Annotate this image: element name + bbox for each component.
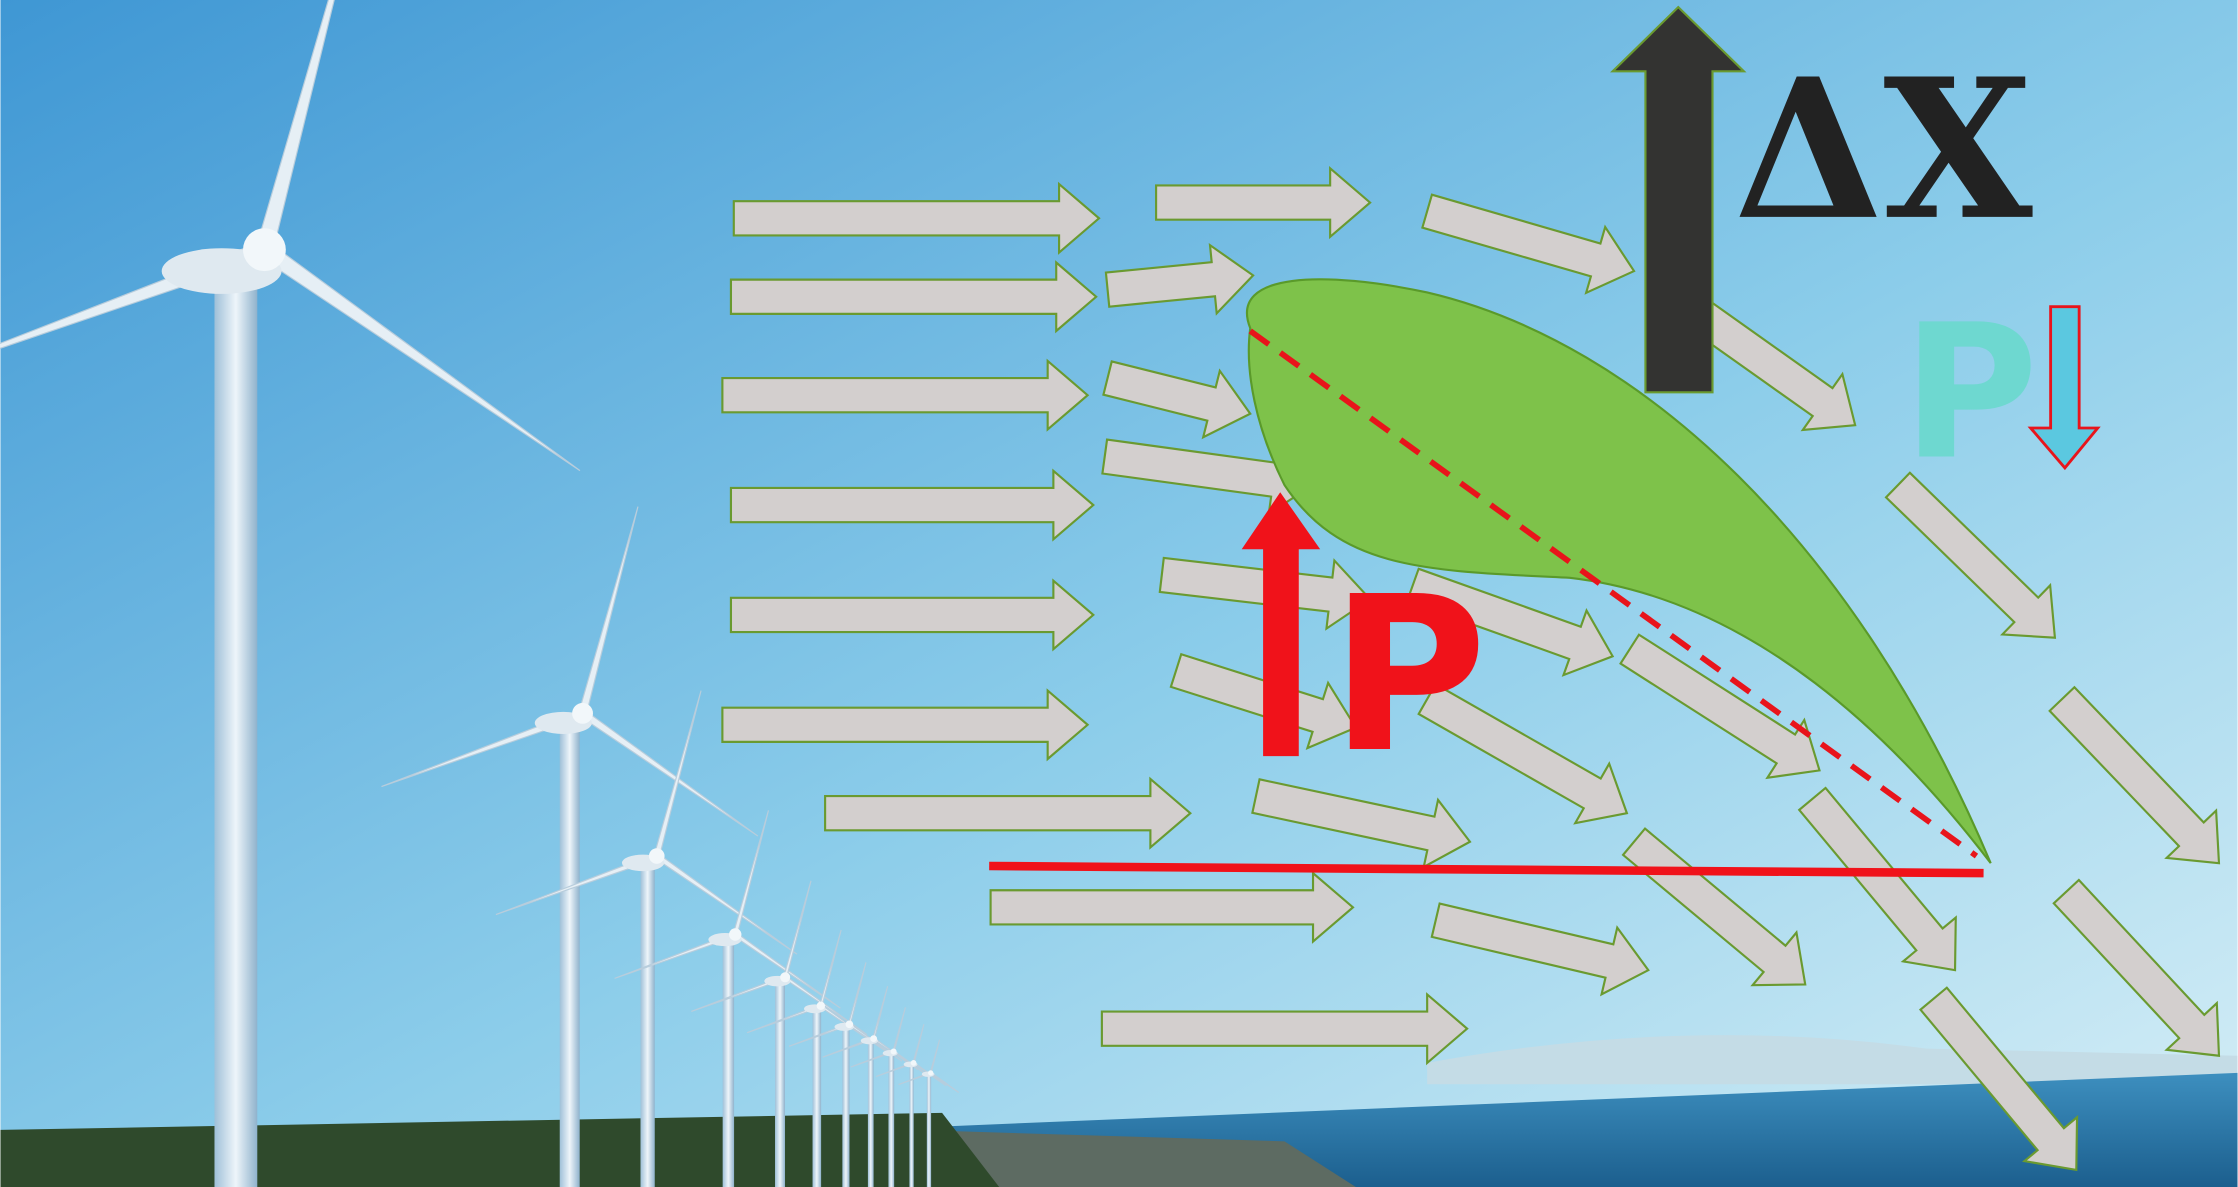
turbine-tower (888, 1051, 895, 1187)
turbine-tower (640, 856, 655, 1187)
turbine-tower (812, 1005, 822, 1187)
airflow-arrow (1251, 778, 1472, 869)
airflow-arrow (729, 578, 1095, 652)
airflow-arrow (989, 870, 1355, 944)
pressure-drop-arrow (2027, 305, 2101, 471)
turbine-hub (780, 972, 791, 983)
turbine-hub (870, 1035, 878, 1043)
turbine-tower (867, 1038, 874, 1187)
airflow-arrow (729, 468, 1095, 542)
airflow-arrow (1102, 360, 1252, 440)
lift-arrow (1241, 492, 1321, 757)
beach (913, 1129, 1356, 1187)
airflow-arrow (1918, 986, 2079, 1172)
airflow-arrow (1430, 902, 1650, 997)
airflow-arrow (1104, 242, 1255, 316)
airflow-arrow (732, 181, 1101, 255)
turbine-tower (842, 1024, 850, 1187)
turbine-hub (928, 1070, 934, 1076)
airfoil (1246, 278, 1992, 864)
airflow-arrow (1797, 786, 1957, 972)
airflow-arrow (1405, 567, 1615, 677)
distant-hills (1427, 1035, 2238, 1085)
airflow-arrows (721, 166, 2221, 1172)
airflow-arrow (1417, 682, 1629, 825)
low-pressure-label: P (1902, 285, 2038, 501)
high-pressure-label: P (1330, 551, 1487, 800)
turbine-hub (816, 1001, 826, 1011)
airflow-arrow (1155, 166, 1372, 240)
turbine-tower (559, 713, 580, 1187)
turbine-hub (890, 1048, 897, 1055)
turbine-tower (214, 249, 258, 1187)
airflow-arrow (1884, 471, 2057, 639)
turbine-tower (722, 934, 735, 1187)
chord-line (1248, 328, 1979, 859)
displacement-arrow (1610, 5, 1747, 394)
turbine-hub (243, 228, 286, 272)
turbine-hub (729, 928, 742, 941)
airflow-arrow (2048, 685, 2221, 865)
reference-line (989, 861, 1984, 878)
turbine-hub (572, 702, 593, 724)
airflow-arrow (1619, 633, 1821, 780)
airflow-arrow (721, 688, 1090, 762)
turbine-tower (909, 1062, 914, 1187)
turbine-hub (648, 848, 665, 864)
turbine-tower (926, 1072, 932, 1187)
turbine-hub (845, 1020, 854, 1029)
turbine-tower (775, 977, 786, 1187)
airflow-arrow (1421, 193, 1636, 295)
wind-turbines (0, 0, 960, 1187)
airflow-arrow (2052, 878, 2221, 1057)
airflow-arrow (1100, 992, 1469, 1066)
delta-x-label: ΔX (1734, 37, 2033, 263)
airflow-arrow (824, 776, 1192, 850)
airflow-arrow (729, 260, 1098, 334)
turbine-hub (910, 1060, 917, 1066)
airflow-arrow (721, 358, 1090, 432)
